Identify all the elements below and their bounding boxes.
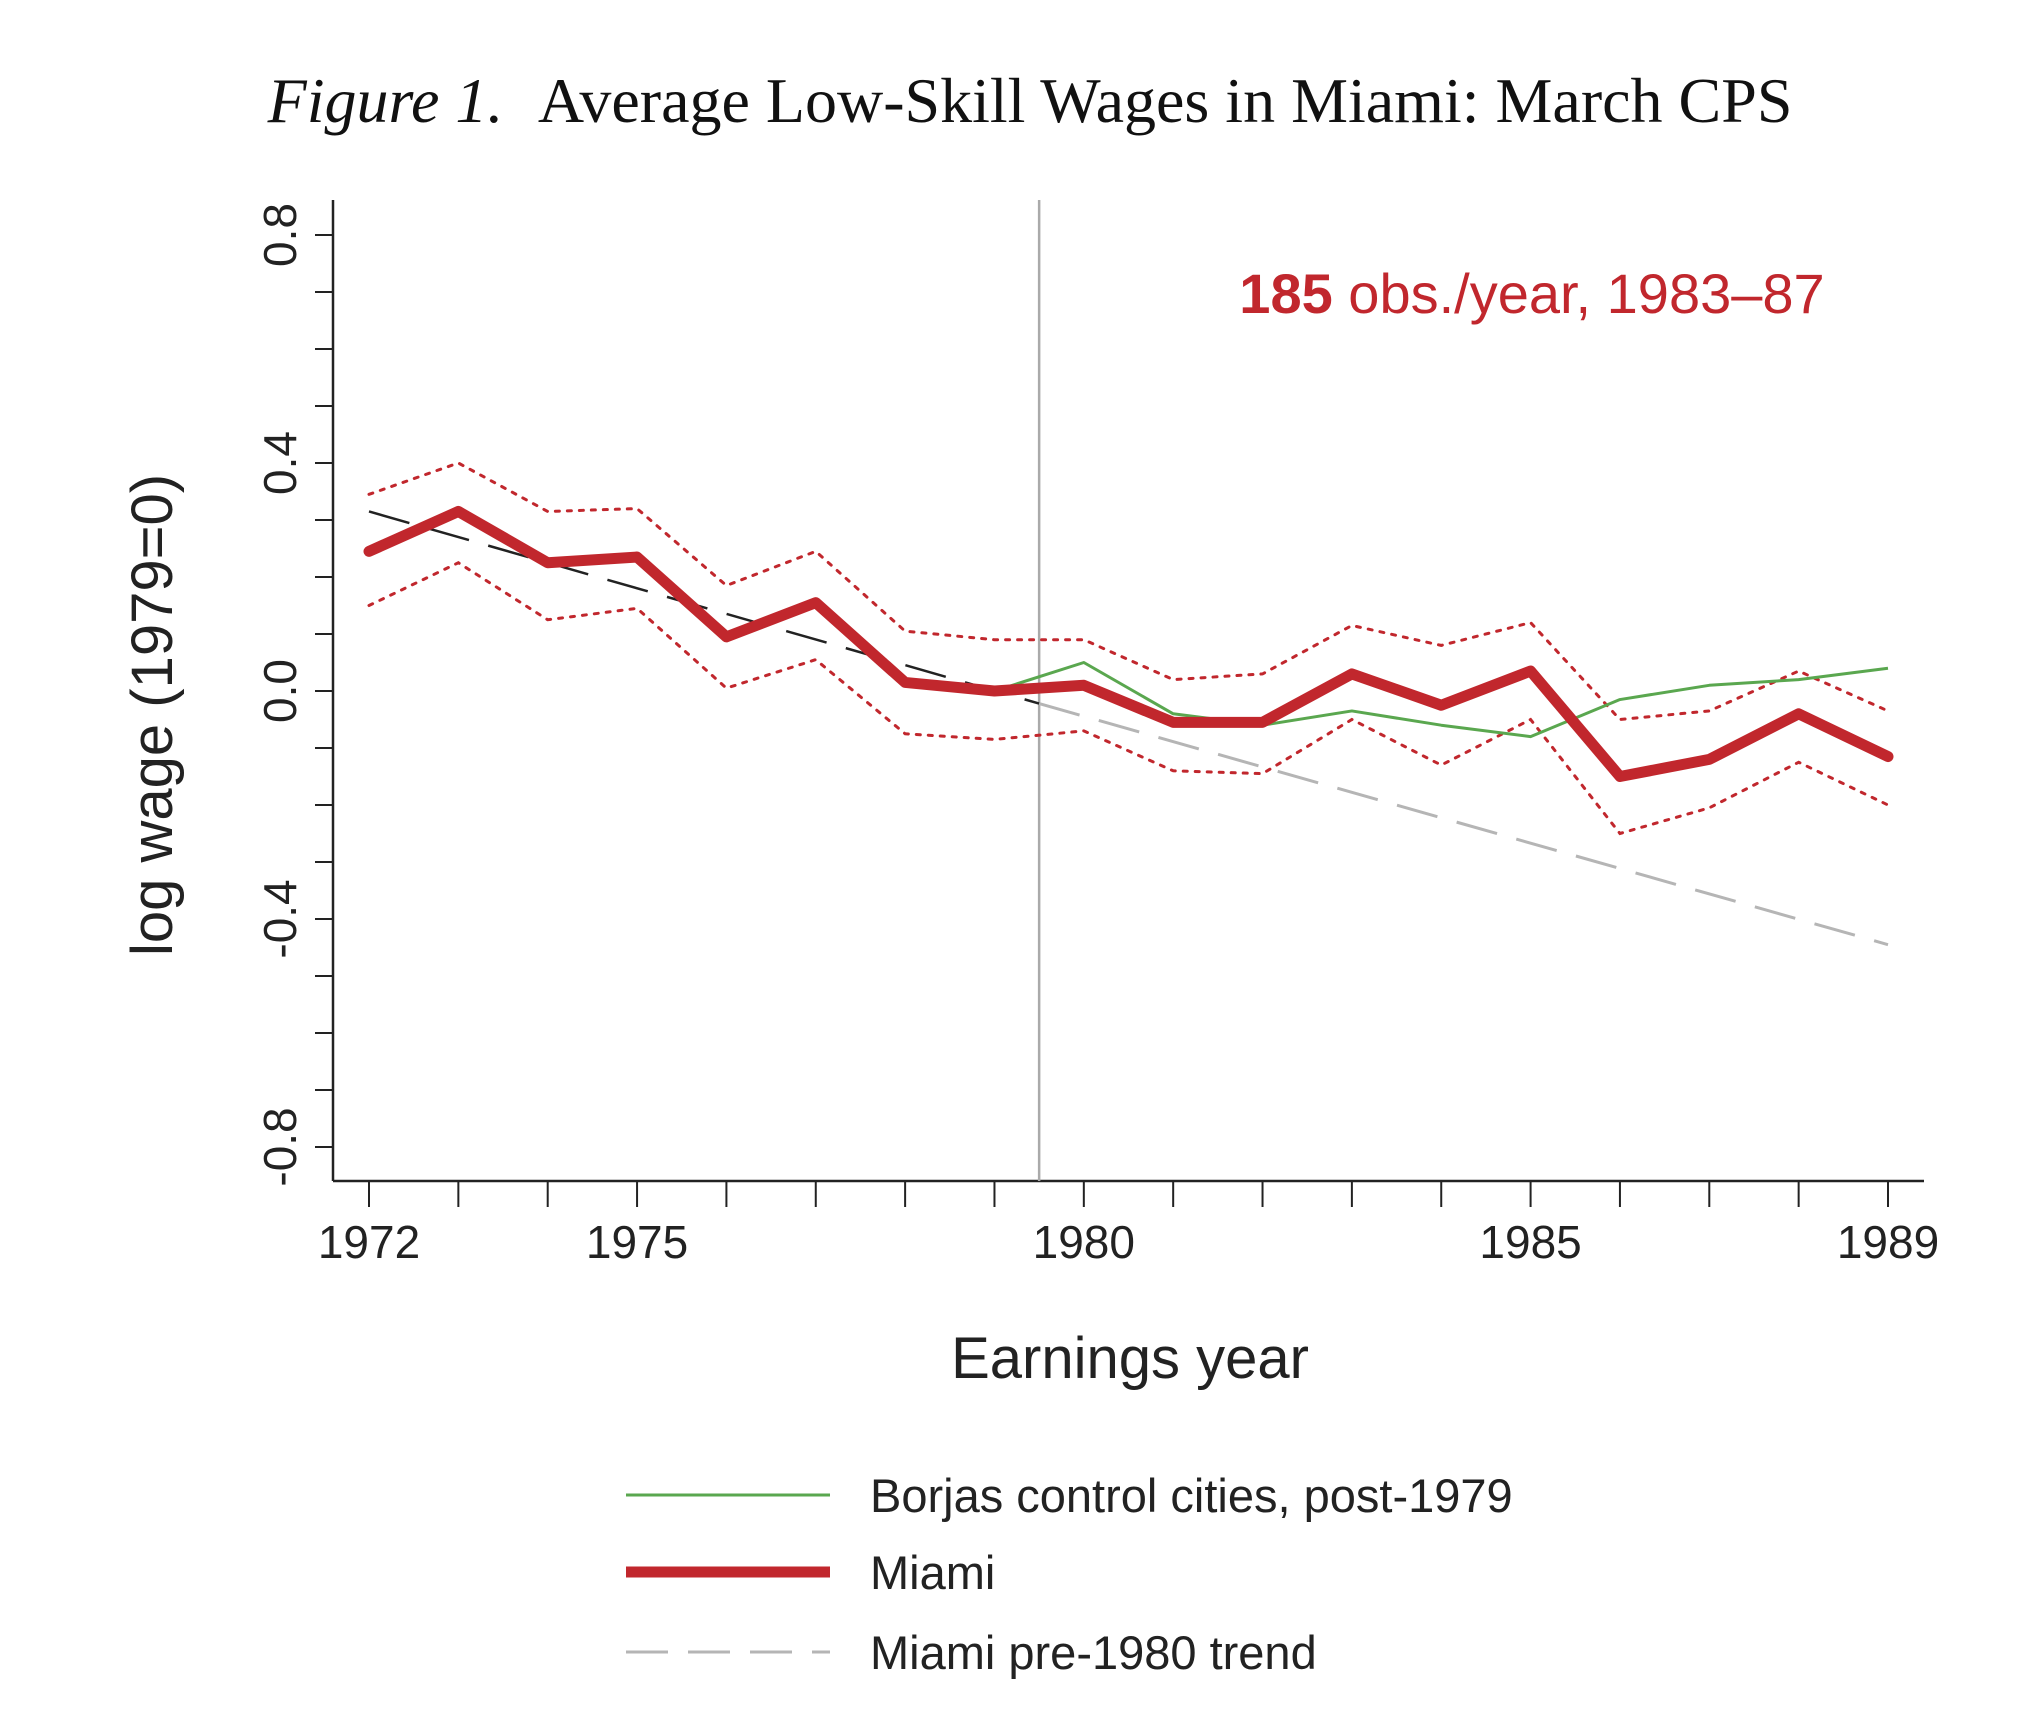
y-tick-label: 0.0 [254,659,306,723]
figure-title: Figure 1. Average Low-Skill Wages in Mia… [267,65,1793,136]
series-line-miami-pre-1980-trend [1038,702,1889,947]
x-tick-label: 1985 [1479,1216,1581,1268]
axes: -0.8 -0.4 0.0 0.4 0.8 1972 1975 1980 1985 1989 [254,200,1939,1268]
series-group [363,461,1894,947]
series-line-miami [363,505,1894,782]
legend-label: Miami pre-1980 trend [870,1626,1317,1679]
x-tick-label: 1980 [1033,1216,1135,1268]
obs-annotation-text: obs./year, 1983–87 [1333,262,1825,325]
pre-1980-fit-line [368,510,1040,705]
annotation-group: 185 obs./year, 1983–87 [1239,262,1824,325]
series-line-borjas-control-cities-post-1979 [994,661,1889,739]
x-tick-label: 1972 [318,1216,420,1268]
y-tick-label: -0.8 [254,1107,306,1186]
y-tick-label: 0.8 [254,203,306,267]
y-axis-title: log wage (1979=0) [120,474,185,956]
x-tick-label: 1989 [1837,1216,1939,1268]
legend-label: Miami [870,1546,995,1599]
ci-lower-line [367,561,1890,836]
figure-title-text: Average Low-Skill Wages in Miami: March … [538,65,1793,136]
x-tick-label: 1975 [586,1216,688,1268]
obs-annotation: 185 obs./year, 1983–87 [1239,262,1824,325]
y-tick-label: 0.4 [254,431,306,495]
legend-label: Borjas control cities, post-1979 [870,1469,1513,1522]
figure-label: Figure 1. [267,65,504,136]
y-tick-label: -0.4 [254,879,306,958]
obs-annotation-count: 185 [1239,262,1332,325]
x-axis-title: Earnings year [951,1326,1309,1391]
ci-upper-line [367,461,1890,722]
legend: Borjas control cities, post-1979 Miami Mia… [626,1469,1513,1679]
